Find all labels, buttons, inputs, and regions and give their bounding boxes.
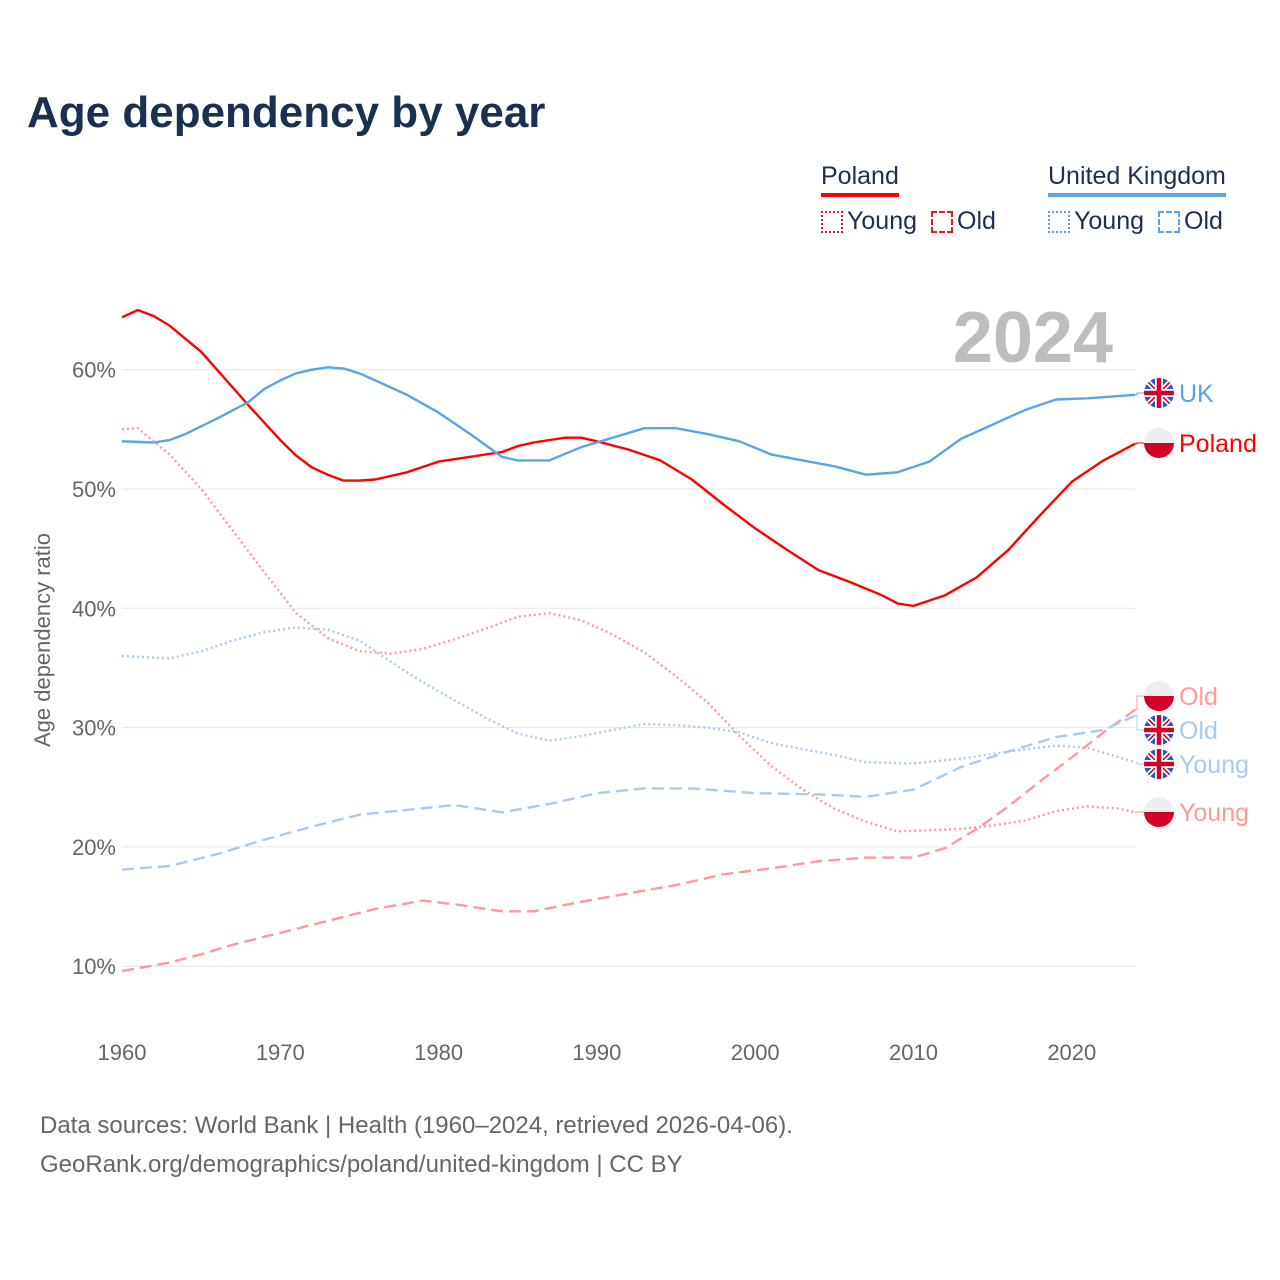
x-tick-label: 2010 <box>889 1040 938 1065</box>
flag-red <box>1144 696 1174 711</box>
x-tick-label: 1980 <box>414 1040 463 1065</box>
poland-flag-icon <box>1144 428 1174 458</box>
end-label-poland: Poland <box>1179 430 1257 458</box>
end-label-united-kingdom-young: Young <box>1179 751 1249 779</box>
uk-flag-icon <box>1144 749 1174 779</box>
legend-label: Young <box>847 207 917 235</box>
legend-uk: United Kingdom Young Old <box>1048 162 1226 236</box>
x-tick-label: 1970 <box>256 1040 305 1065</box>
flag-white <box>1144 428 1174 443</box>
year-watermark: 2024 <box>953 298 1113 378</box>
legend-label: Old <box>957 207 996 235</box>
poland-flag-icon <box>1144 797 1174 827</box>
chart-title: Age dependency by year <box>27 88 546 137</box>
label-connector <box>1135 695 1146 711</box>
data-sources: Data sources: World Bank | Health (1960–… <box>40 1112 793 1139</box>
x-tick-label: 2020 <box>1047 1040 1096 1065</box>
y-axis-label: Age dependency ratio <box>30 533 55 747</box>
flag-body <box>1144 797 1174 827</box>
series-line-poland <box>121 308 1136 608</box>
flag-white <box>1144 797 1174 812</box>
legend-label: Old <box>1184 207 1223 235</box>
flag-body <box>1144 749 1174 779</box>
x-tick-label: 1960 <box>98 1040 147 1065</box>
flag-body <box>1144 715 1174 745</box>
series-line-united-kingdom-young <box>121 626 1136 765</box>
legend-uk-young: Young <box>1048 207 1144 236</box>
uk-flag-icon <box>1144 715 1174 745</box>
flag-cross-red <box>1144 378 1174 408</box>
dotted-swatch-icon <box>821 210 843 233</box>
uk-flag-icon <box>1144 378 1174 408</box>
source-link[interactable]: GeoRank.org/demographics/poland/united-k… <box>40 1151 683 1178</box>
flag-red <box>1144 443 1174 458</box>
label-connector <box>1135 761 1146 765</box>
series-line-poland-old <box>121 708 1136 973</box>
label-connector <box>1135 442 1146 445</box>
label-connector <box>1135 715 1146 731</box>
footer: Data sources: World Bank | Health (1960–… <box>40 1106 793 1184</box>
legend-poland: Poland Young Old <box>821 162 996 236</box>
y-tick-label: 10% <box>72 954 116 979</box>
x-tick-label: 1990 <box>572 1040 621 1065</box>
end-label-united-kingdom: UK <box>1179 380 1214 408</box>
flag-body <box>1144 428 1174 458</box>
legend-uk-label: United Kingdom <box>1048 162 1226 197</box>
flag-red <box>1144 812 1174 827</box>
y-tick-label: 20% <box>72 835 116 860</box>
legend-uk-old: Old <box>1158 207 1223 236</box>
label-connector <box>1135 392 1146 396</box>
y-tick-label: 40% <box>72 596 116 621</box>
end-label-united-kingdom-old: Old <box>1179 717 1218 745</box>
legend-poland-old: Old <box>931 207 996 236</box>
y-tick-label: 60% <box>72 358 116 383</box>
flag-cross-red <box>1144 749 1174 779</box>
series-line-united-kingdom <box>121 366 1136 476</box>
y-tick-label: 50% <box>72 477 116 502</box>
dotted-swatch-icon <box>1048 210 1070 233</box>
dashed-swatch-icon <box>1158 210 1180 233</box>
flag-body <box>1144 378 1174 408</box>
legend-label: Young <box>1074 207 1144 235</box>
end-label-poland-old: Old <box>1179 683 1218 711</box>
poland-flag-icon <box>1144 681 1174 711</box>
x-tick-label: 2000 <box>731 1040 780 1065</box>
series-line-poland-young <box>121 427 1136 833</box>
series-line-united-kingdom-old <box>121 714 1136 871</box>
flag-white <box>1144 681 1174 696</box>
end-label-poland-young: Young <box>1179 799 1249 827</box>
legend-poland-label: Poland <box>821 162 899 197</box>
legend-poland-young: Young <box>821 207 917 236</box>
dashed-swatch-icon <box>931 210 953 233</box>
flag-body <box>1144 681 1174 711</box>
y-tick-label: 30% <box>72 716 116 741</box>
flag-cross-red <box>1144 715 1174 745</box>
